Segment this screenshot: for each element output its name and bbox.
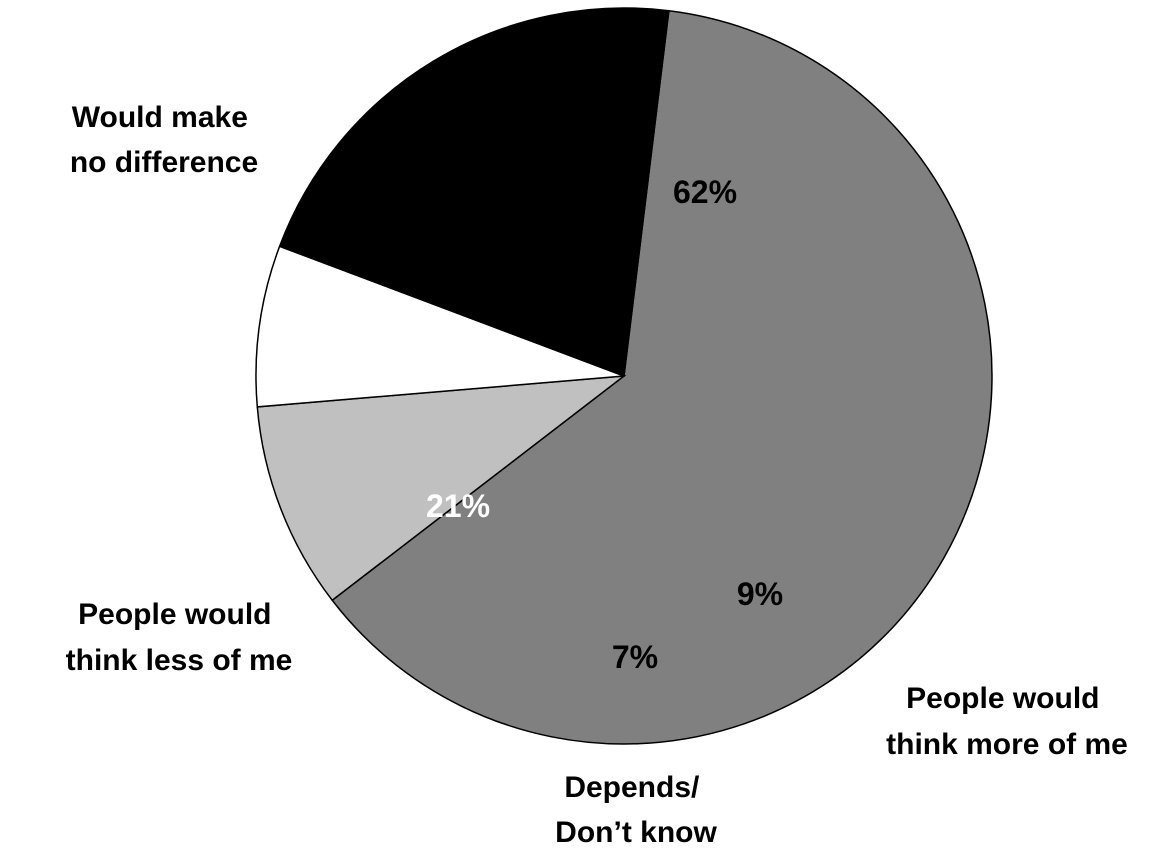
value-label-depends: 7% [612, 639, 658, 675]
pie-value-labels: 62% 9% 7% 21% [426, 174, 783, 675]
pie-slice-think-more [256, 375, 627, 602]
pie-slice-think-less [278, 7, 670, 378]
value-label-think-less: 21% [426, 488, 490, 524]
category-label-no-difference: Would make no difference [70, 101, 258, 179]
value-label-no-difference: 62% [673, 174, 737, 210]
pie-slices [255, 7, 993, 745]
value-label-think-more: 9% [737, 576, 783, 612]
pie-category-labels: Would make no difference People would th… [66, 101, 1128, 849]
category-label-think-less: People would think less of me [66, 598, 293, 677]
category-label-think-more: People would think more of me [886, 682, 1128, 761]
category-label-depends: Depends/ Don’t know [555, 771, 717, 849]
pie-slice-depends [255, 245, 625, 408]
pie-slice-no-difference [331, 9, 993, 745]
